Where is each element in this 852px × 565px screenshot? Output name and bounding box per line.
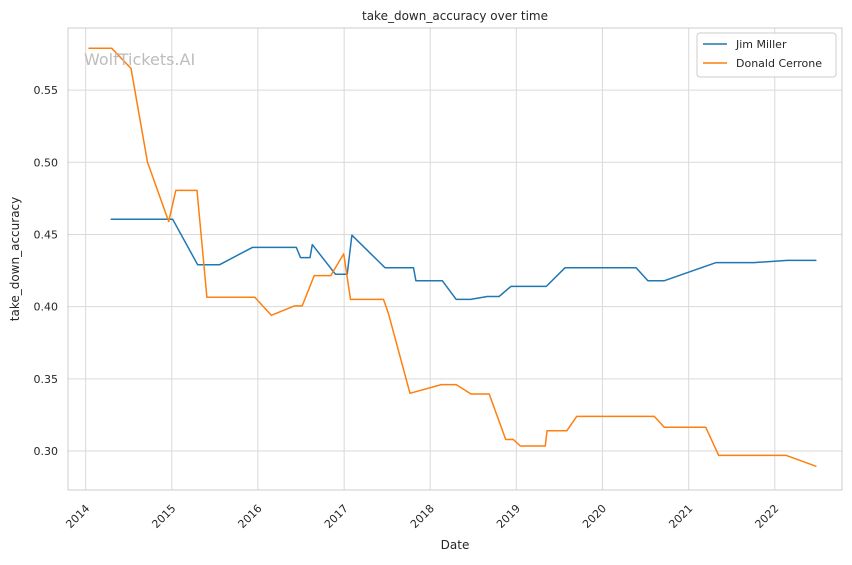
x-tick-label: 2022 xyxy=(753,502,782,531)
x-axis-label: Date xyxy=(441,538,470,552)
plot-frame xyxy=(67,27,843,491)
series-line-jim-miller xyxy=(110,218,817,301)
x-tick-label: 2019 xyxy=(494,502,523,531)
y-axis-ticks: 0.30 0.35 0.40 0.45 0.50 0.55 xyxy=(34,84,59,458)
grid-lines xyxy=(68,28,842,490)
x-tick-label: 2018 xyxy=(408,502,437,531)
x-tick-label: 2017 xyxy=(322,502,351,531)
x-tick-label: 2016 xyxy=(236,502,265,531)
watermark: WolfTickets.AI xyxy=(84,50,195,69)
legend-label-donald-cerrone: Donald Cerrone xyxy=(736,57,822,70)
x-tick-label: 2014 xyxy=(63,502,92,531)
x-axis-ticks: 2014 2015 2016 2017 2018 2019 2020 2021 2022 xyxy=(63,502,781,531)
y-tick-label: 0.35 xyxy=(34,373,59,386)
x-tick-label: 2021 xyxy=(666,502,695,531)
legend-label-jim-miller: Jim Miller xyxy=(735,38,787,51)
y-tick-label: 0.55 xyxy=(34,84,59,97)
y-tick-label: 0.50 xyxy=(34,156,59,169)
series-layer xyxy=(88,47,817,467)
legend-box xyxy=(696,32,837,78)
x-tick-label: 2020 xyxy=(580,502,609,531)
chart-title: take_down_accuracy over time xyxy=(362,9,548,23)
x-tick-label: 2015 xyxy=(149,502,178,531)
legend: Jim Miller Donald Cerrone xyxy=(696,32,837,78)
y-tick-label: 0.40 xyxy=(34,301,59,314)
y-tick-label: 0.45 xyxy=(34,228,59,241)
series-line-donald-cerrone xyxy=(88,47,817,467)
y-tick-label: 0.30 xyxy=(34,445,59,458)
y-axis-label: take_down_accuracy xyxy=(8,197,22,321)
